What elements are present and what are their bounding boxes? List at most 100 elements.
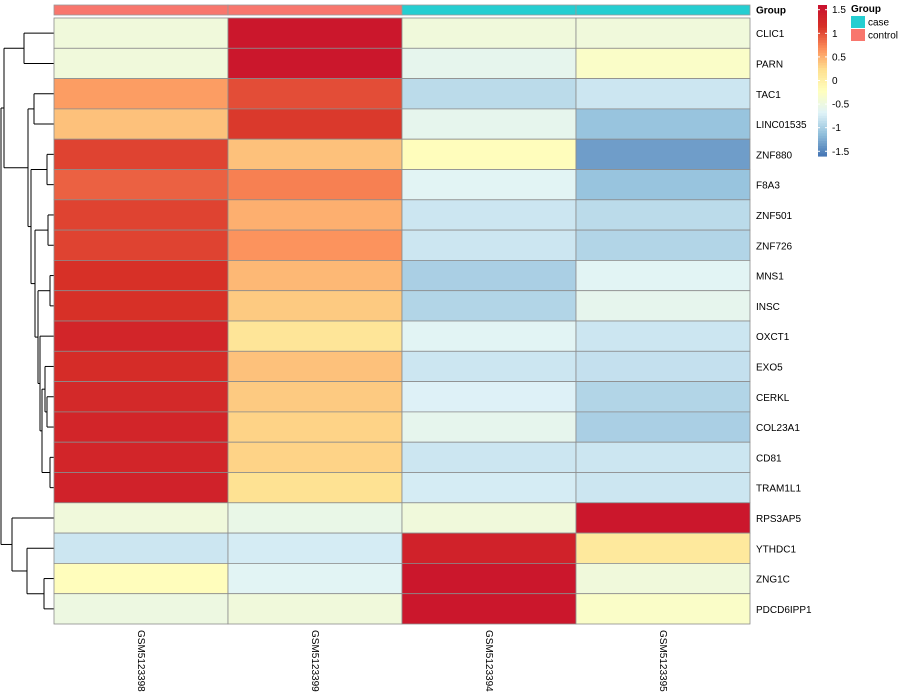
colorbar-segment [818,95,827,99]
colorbar-segment [818,140,827,145]
row-label: YTHDC1 [756,544,796,555]
colorbar-segment [818,27,827,31]
colorbar-segment [818,143,827,147]
colorbar-segment [818,153,827,157]
heatmap-cell [401,472,577,504]
heatmap-cell [227,17,403,49]
heatmap-cell [575,78,751,110]
heatmap-cell [575,502,751,534]
row-label: CD81 [756,453,782,464]
heatmap-cell [575,108,751,140]
annotation-cell-control [53,4,229,16]
legend-title: Group [851,4,881,15]
heatmap-cell [53,320,229,352]
heatmap-cell [227,563,403,595]
colorbar-segment [818,7,827,11]
heatmap-cell [53,229,229,261]
heatmap-cell [53,472,229,504]
heatmap-cell [401,411,577,443]
row-label: COL23A1 [756,423,800,434]
heatmap-cell [575,472,751,504]
row-label: INSC [756,302,780,313]
heatmap-cell [575,563,751,595]
heatmap-cell [53,169,229,201]
row-label: PARN [756,59,783,70]
color-scale-legend: 1.5 1 0.5 0 -0.5 -1 -1.5 [818,5,850,158]
colorbar-segment [818,72,827,77]
heatmap-cell [575,199,751,231]
colorbar-segment [818,65,827,69]
colorbar-segment [818,80,827,84]
colorbar-segment [818,62,827,66]
heatmap-cell [53,502,229,534]
colorbar-segment [818,145,827,150]
heatmap-cell [53,593,229,625]
heatmap-cell [401,78,577,110]
heatmap-cell [227,502,403,534]
legend-label-case: case [868,18,890,29]
colorbar-segment [818,25,827,29]
heatmap-cell [401,563,577,595]
colorbar-segment [818,118,827,122]
heatmap-cell [401,441,577,473]
row-label: ZNF501 [756,211,793,222]
column-label: GSM5123398 [135,630,146,692]
heatmap-cell [401,108,577,140]
colorbar-segment [818,77,827,82]
heatmap-cell [401,593,577,625]
colorbar-segment [818,83,827,87]
colorbar-segment [818,135,827,139]
legend-swatch-case [851,16,865,28]
annotation-cell-case [401,4,577,16]
heatmap-cell [575,411,751,443]
colorbar-segment [818,37,827,41]
heatmap-cell [575,350,751,382]
heatmap-cell [227,47,403,79]
heatmap-cell [53,411,229,443]
colorbar-segment [818,35,827,39]
heatmap-cell [575,259,751,292]
colorbar-segment [818,22,827,26]
colorbar-segment [818,75,827,79]
colorbar-segment [818,115,827,119]
column-label: GSM5123394 [483,630,494,692]
heatmap-cell [53,138,229,170]
heatmap-cell [401,47,577,79]
colorbar-segment [818,67,827,72]
heatmap-cell [227,169,403,201]
heatmap-cell [575,381,751,413]
colorbar-segment [818,60,827,64]
colorbar-tick-label: -0.5 [832,100,850,111]
column-label: GSM5123399 [309,630,320,692]
heatmap-cell [401,138,577,170]
colorbar-segment [818,57,827,61]
heatmap-cell [401,532,577,564]
heatmap-cell [53,532,229,564]
heatmap-cell [227,350,403,382]
heatmap-cell [53,441,229,473]
colorbar-segment [818,100,827,104]
row-labels: CLIC1 PARN TAC1 LINC01535 ZNF880 F8A3 ZNF501 ZN… [756,29,812,616]
colorbar-segment [818,15,827,19]
heatmap-cell [227,229,403,261]
annotation-title: Group [756,6,786,17]
heatmap-cell [575,47,751,79]
heatmap-cell [53,350,229,382]
row-label: RPS3AP5 [756,514,801,525]
heatmap-cell [227,199,403,231]
row-label: PDCD6IPP1 [756,605,812,616]
colorbar-tick-label: 0 [832,76,838,87]
colorbar-segment [818,123,827,127]
colorbar-segment [818,93,827,97]
heatmap-cell [53,199,229,231]
column-labels: GSM5123398 GSM5123399 GSM5123394 GSM5123395 [135,630,668,692]
group-legend: Group case control [851,4,898,42]
heatmap-cell [227,320,403,352]
column-label: GSM5123395 [657,630,668,692]
heatmap-cell [227,593,403,625]
heatmap-cell [401,17,577,49]
colorbar-segment [818,40,827,44]
colorbar-segment [818,5,827,9]
colorbar-tick-label: -1 [832,123,841,134]
